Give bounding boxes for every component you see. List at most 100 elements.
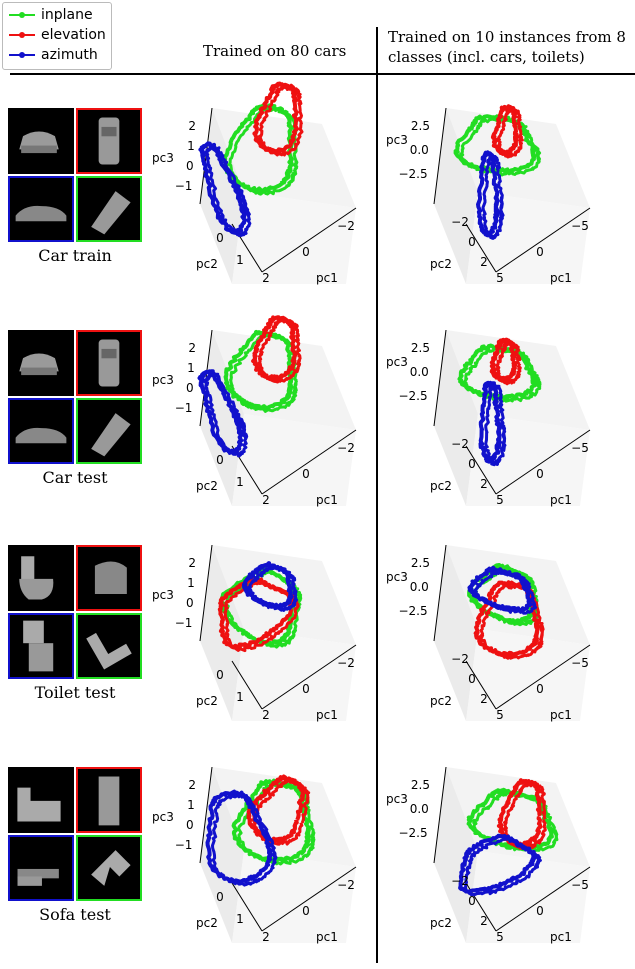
z-tick-label: 2.5 [411, 341, 430, 355]
z-tick-label: 2 [188, 119, 196, 133]
column-header-10-instances-line2: classes (incl. cars, toilets) [388, 48, 585, 66]
series-inplane [222, 103, 294, 194]
render-thumbnail-car-2 [8, 398, 74, 464]
x-tick-label: 5 [496, 708, 504, 722]
y-tick-label: 2 [480, 255, 488, 269]
row-label: Sofa test [39, 905, 111, 924]
legend-item-elevation: elevation [9, 25, 106, 45]
x-tick-label: 5 [496, 271, 504, 285]
y-tick-label: 0 [468, 235, 476, 249]
z-tick-label: 1 [187, 361, 195, 375]
y-axis-label: pc2 [430, 479, 452, 493]
render-thumbnail-car-2 [8, 176, 74, 242]
z-axis-label: pc3 [152, 588, 174, 602]
render-thumbnail-sofa-0 [8, 767, 74, 833]
pca-plot-multiclass-sofa-test: 2.5 0.0 −2.5 pc3 −2 0 2 pc2 −5 0 5 pc1 [384, 745, 604, 969]
y-tick-label: 1 [236, 912, 244, 926]
legend: inplane elevation azimuth [2, 2, 112, 70]
render-thumbnail-sofa-1 [76, 767, 142, 833]
render-thumbnail-car-1 [76, 330, 142, 396]
render-thumbnail-car-0 [8, 330, 74, 396]
y-axis-label: pc2 [196, 257, 218, 271]
series-azimuth-strand [463, 837, 542, 897]
z-tick-label: 2.5 [411, 778, 430, 792]
y-axis-label: pc2 [430, 694, 452, 708]
render-thumbnail-car-3 [76, 398, 142, 464]
x-tick-label: −2 [337, 441, 355, 455]
y-tick-label: 1 [236, 475, 244, 489]
z-tick-label: 2.5 [411, 556, 430, 570]
z-axis-label: pc3 [152, 373, 174, 387]
z-tick-label: 0 [186, 159, 194, 173]
render-thumbnail-car-1 [76, 108, 142, 174]
column-header-10-instances-line1: Trained on 10 instances from 8 [388, 28, 626, 46]
render-thumbnail-toilet-1 [76, 545, 142, 611]
x-axis-label: pc1 [550, 271, 572, 285]
z-tick-label: 0.0 [410, 580, 429, 594]
x-axis-label: pc1 [316, 271, 338, 285]
pca-plot-multiclass-car-train: 2.5 0.0 −2.5 pc3 −2 0 2 pc2 −5 0 5 pc1 [384, 86, 604, 310]
series-inplane-strand [459, 117, 542, 177]
x-tick-label: 0 [536, 904, 544, 918]
y-tick-label: 0 [468, 672, 476, 686]
series-inplane-strand [472, 566, 540, 627]
z-axis-label: pc3 [152, 151, 174, 165]
x-tick-label: 5 [496, 930, 504, 944]
legend-swatch-elevation [9, 32, 35, 38]
x-tick-label: −5 [571, 656, 589, 670]
x-tick-label: −2 [337, 878, 355, 892]
z-tick-label: 1 [187, 576, 195, 590]
y-tick-label: 2 [480, 914, 488, 928]
y-axis-label: pc2 [430, 916, 452, 930]
z-axis-label: pc3 [386, 792, 408, 806]
z-tick-label: 2 [188, 778, 196, 792]
row-label: Car test [42, 468, 108, 487]
series-elevation-strand [496, 107, 524, 159]
series-azimuth-strand [473, 569, 538, 615]
z-tick-label: −2.5 [398, 604, 427, 618]
legend-swatch-inplane [9, 12, 35, 18]
pca-plot-multiclass-car-test: 2.5 0.0 −2.5 pc3 −2 0 2 pc2 −5 0 5 pc1 [384, 308, 604, 532]
x-axis-label: pc1 [316, 493, 338, 507]
z-tick-label: −1 [175, 616, 193, 630]
series-elevation-strand [495, 341, 522, 386]
row-label: Car train [38, 246, 112, 265]
z-tick-label: −2.5 [398, 826, 427, 840]
z-tick-label: −1 [175, 401, 193, 415]
z-axis-label: pc3 [152, 810, 174, 824]
legend-swatch-azimuth [9, 52, 35, 58]
pca-plot-cars-car-train: 2 1 0 −1 pc3 0 1 pc2 −2 0 2 pc1 [150, 81, 370, 310]
series-azimuth-strand [203, 372, 249, 458]
x-tick-label: 0 [536, 467, 544, 481]
x-tick-label: 2 [262, 493, 270, 507]
series-elevation-strand [223, 580, 300, 653]
y-tick-label: 0 [468, 457, 476, 471]
series-azimuth-strand [481, 153, 505, 240]
y-tick-label: 1 [236, 253, 244, 267]
render-thumbnail-toilet-3 [76, 613, 142, 679]
z-tick-label: 0 [186, 596, 194, 610]
legend-label: azimuth [41, 47, 98, 63]
y-axis-label: pc2 [430, 257, 452, 271]
x-axis-label: pc1 [550, 708, 572, 722]
x-tick-label: 0 [302, 682, 310, 696]
z-tick-label: −2.5 [398, 167, 427, 181]
render-thumbnail-sofa-3 [76, 835, 142, 901]
x-tick-label: 2 [262, 930, 270, 944]
pca-plot-multiclass-toilet-test: 2.5 0.0 −2.5 pc3 −2 0 2 pc2 −5 0 5 pc1 [384, 523, 604, 747]
render-thumbnail-car-3 [76, 176, 142, 242]
x-tick-label: 0 [302, 245, 310, 259]
y-tick-label: 0 [216, 231, 224, 245]
x-tick-label: −2 [337, 656, 355, 670]
z-tick-label: 0 [186, 818, 194, 832]
z-tick-label: 2 [188, 341, 196, 355]
y-tick-label: −2 [451, 652, 469, 666]
y-tick-label: 0 [468, 894, 476, 908]
y-tick-label: 0 [216, 668, 224, 682]
z-tick-label: 2 [188, 556, 196, 570]
y-tick-label: −2 [451, 437, 469, 451]
series-inplane [223, 329, 294, 411]
z-tick-label: 0.0 [410, 143, 429, 157]
z-tick-label: 0.0 [410, 802, 429, 816]
x-tick-label: −5 [571, 441, 589, 455]
